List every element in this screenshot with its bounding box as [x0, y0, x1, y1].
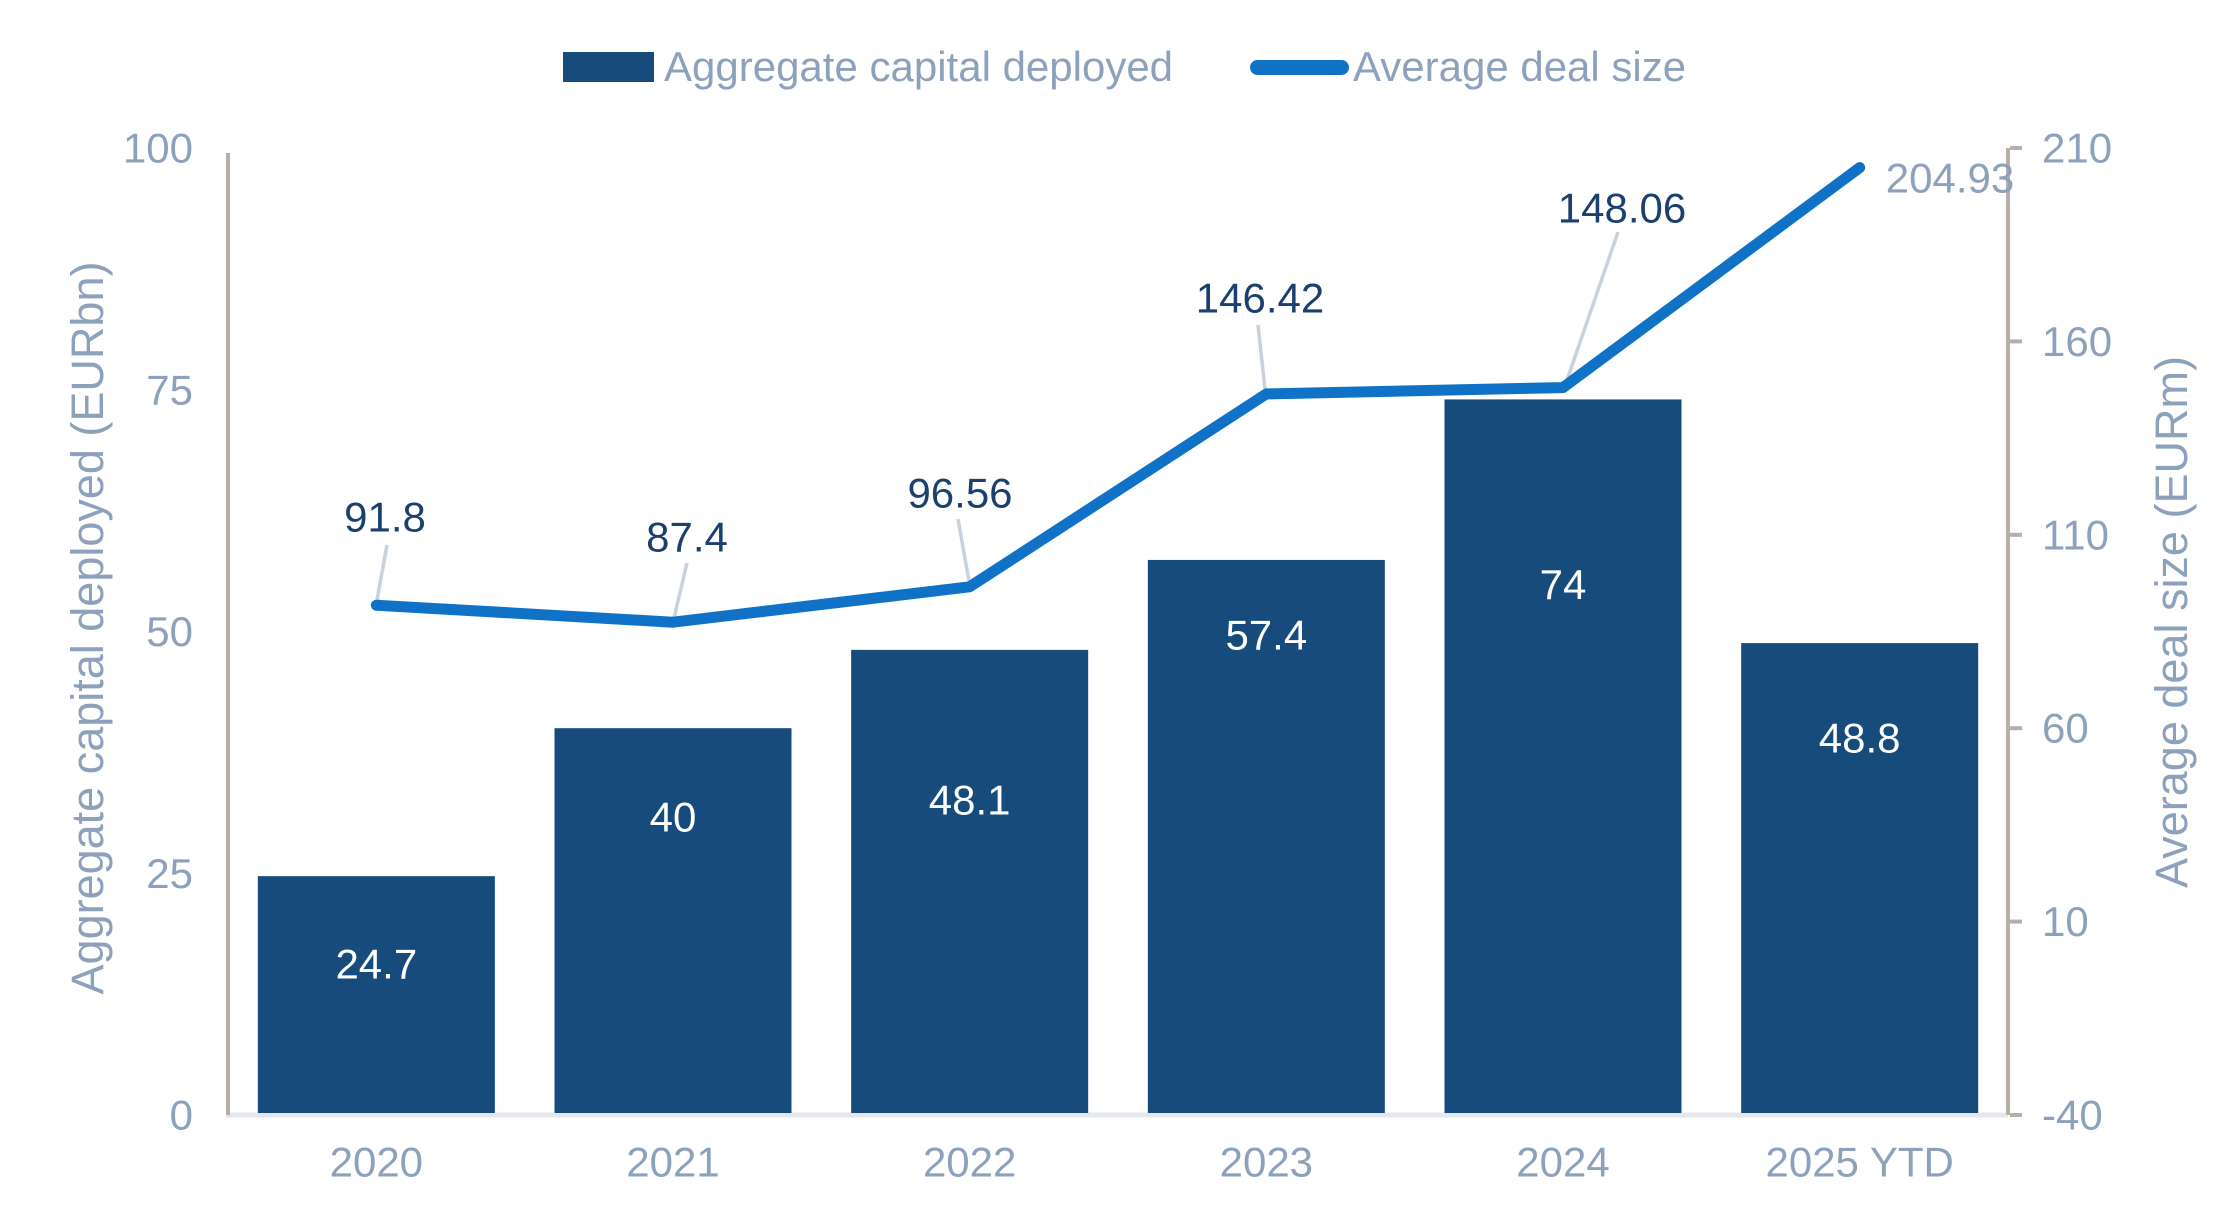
x-axis-label: 2025 YTD — [1765, 1139, 1953, 1186]
legend-swatch-aggregate-capital — [563, 52, 654, 82]
average-deal-size-line — [370, 162, 1866, 628]
line-value-label: 204.93 — [1886, 155, 2014, 202]
bar-2020 — [257, 876, 495, 1113]
bar-2025 YTD — [1741, 643, 1979, 1113]
left-axis-tick-label: 50 — [146, 608, 193, 655]
legend-swatch-average-deal-size — [1250, 60, 1349, 75]
label-leader-line — [672, 562, 689, 619]
legend-label-average-deal-size: Average deal size — [1353, 43, 1687, 90]
line-value-label: 87.4 — [646, 514, 728, 561]
left-axis-tick-label: 75 — [146, 366, 193, 413]
bar-value-label: 24.7 — [335, 941, 417, 988]
x-axis-label: 2021 — [626, 1139, 719, 1186]
bar-value-label: 57.4 — [1225, 611, 1307, 658]
x-axis-label: 2020 — [330, 1139, 423, 1186]
bar-value-label: 40 — [650, 794, 697, 841]
line-value-label: 148.06 — [1558, 185, 1686, 232]
x-axis-label: 2023 — [1220, 1139, 1313, 1186]
x-axis-label: 2022 — [923, 1139, 1016, 1186]
left-axis-tick-label: 100 — [123, 125, 193, 172]
label-leader-line — [1256, 324, 1267, 390]
bar-2024 — [1444, 399, 1682, 1113]
label-leader-line — [375, 544, 389, 601]
right-axis-tick-label: 160 — [2042, 318, 2112, 365]
left-axis-tick-label: 25 — [146, 850, 193, 897]
legend-label-aggregate-capital: Aggregate capital deployed — [664, 43, 1174, 90]
right-axis-tick-label: 60 — [2042, 705, 2089, 752]
right-axis-tick-label: 110 — [2042, 511, 2109, 558]
right-axis-tick-label: -40 — [2042, 1092, 2103, 1139]
bar-value-label: 48.8 — [1819, 715, 1901, 762]
bar-2021 — [554, 728, 792, 1113]
right-axis-tick-label: 10 — [2042, 898, 2089, 945]
bar-2023 — [1147, 559, 1385, 1113]
right-axis-tick-label: 210 — [2042, 125, 2112, 172]
left-axis-tick-label: 0 — [170, 1092, 193, 1139]
label-leader-line — [1564, 231, 1620, 384]
line-value-label: 91.8 — [344, 494, 426, 541]
bar-value-label: 48.1 — [929, 776, 1011, 823]
label-leader-line — [956, 518, 971, 582]
bar-2022 — [851, 649, 1089, 1113]
x-axis-label: 2024 — [1516, 1139, 1609, 1186]
line-value-label: 96.56 — [907, 470, 1012, 517]
bar-value-label: 74 — [1540, 561, 1587, 608]
line-value-label: 146.42 — [1196, 275, 1324, 322]
